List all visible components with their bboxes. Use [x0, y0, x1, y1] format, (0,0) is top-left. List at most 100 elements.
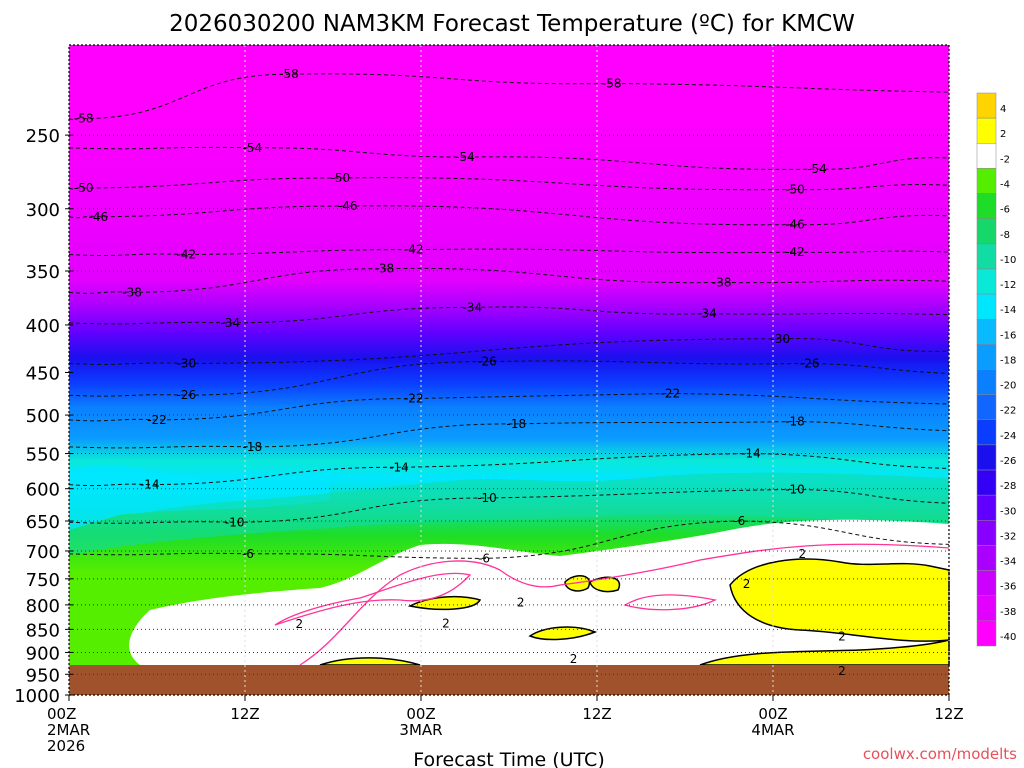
contour-line [68, 177, 950, 191]
y-tick-label: 750 [26, 570, 60, 591]
warm-yellow-region-bottom [319, 657, 421, 666]
colorbar-swatch [976, 595, 997, 622]
contour-line [68, 420, 950, 449]
contour-label: -42 [785, 245, 805, 259]
y-tick-label: 700 [26, 542, 60, 563]
contour-labels: -58-58-58-54-54-54-50-50-50-46-46-46-42-… [74, 67, 846, 678]
contour-label: 2 [799, 547, 807, 561]
contour-line [68, 338, 950, 365]
contour-label: -58 [279, 67, 299, 81]
contour-line [68, 392, 950, 422]
contour-label: -42 [177, 248, 197, 262]
magenta-contour-right [623, 594, 718, 611]
y-tick-label: 1000 [14, 686, 60, 707]
contour-label: 2 [743, 577, 751, 591]
contour-label: -22 [404, 392, 424, 406]
contour-line [68, 73, 950, 121]
plot-frame [68, 44, 950, 696]
colorbar-swatch [976, 469, 997, 496]
x-tick-label: 2026 [47, 737, 85, 755]
colorbar-label: -34 [1000, 557, 1016, 568]
y-tick-label: 400 [26, 316, 60, 337]
colorbar-label: -36 [1000, 582, 1016, 593]
contour-label: -34 [463, 300, 483, 314]
contour-label: -14 [140, 478, 160, 492]
colorbar-label: -26 [1000, 456, 1016, 467]
contour-line [68, 453, 950, 487]
colorbar-swatch [976, 218, 997, 245]
colorbar-label: -10 [1000, 255, 1016, 266]
contour-label: -46 [338, 199, 358, 213]
x-tick-label: 12Z [934, 705, 963, 723]
colorbar-swatch [976, 117, 997, 144]
magenta-contour-loop [274, 572, 472, 626]
x-tick-label: 4MAR [751, 721, 794, 739]
contour-label: -10 [225, 515, 245, 529]
colorbar-swatch [976, 369, 997, 395]
colorbar-label: -14 [1000, 305, 1016, 316]
contour-label: -54 [455, 150, 475, 164]
ground-below-surface [69, 665, 949, 695]
x-tick-label: 12Z [582, 705, 611, 723]
contour-line [68, 248, 950, 256]
y-tick-label: 450 [26, 364, 60, 385]
contour-label: -14 [741, 447, 761, 461]
contour-label: -58 [602, 76, 622, 90]
contour-label: -6 [242, 547, 254, 561]
colorbar-swatch [976, 570, 997, 596]
contour-line [68, 360, 950, 397]
contour-label: -46 [785, 218, 805, 232]
contour-label: 2 [442, 617, 450, 631]
colorbar-label: -30 [1000, 506, 1016, 517]
colorbar-label: -28 [1000, 481, 1016, 492]
contour-label: -6 [478, 551, 490, 565]
y-tick-label: 250 [26, 126, 60, 147]
colorbar-swatch [976, 268, 997, 295]
contour-label: -38 [375, 262, 395, 276]
colorbar-label: -20 [1000, 381, 1016, 392]
y-tick-label: 950 [26, 665, 60, 686]
y-tick-label: 300 [26, 200, 60, 221]
y-tick-label: 550 [26, 445, 60, 466]
contour-label: -50 [331, 171, 351, 185]
contour-label: -42 [404, 243, 424, 257]
contour-label: -10 [785, 482, 805, 496]
colorbar-swatch [976, 419, 997, 446]
colorbar-label: -32 [1000, 531, 1016, 542]
contour-label: -34 [697, 307, 717, 321]
y-tick-label: 850 [26, 620, 60, 641]
colorbar-label: 4 [1000, 104, 1006, 115]
plot-area: -58-58-58-54-54-54-50-50-50-46-46-46-42-… [68, 44, 950, 696]
y-axis-ticks: 2503003504004505005506006507007508008509… [14, 126, 73, 707]
magenta-contour-0c [299, 543, 950, 666]
contour-line [68, 146, 950, 170]
colorbar-swatch [976, 318, 997, 345]
colorbar-label: -6 [1000, 205, 1010, 216]
contour-label: -14 [389, 460, 409, 474]
contour-label: -22 [661, 386, 681, 400]
colorbar-label: -16 [1000, 330, 1016, 341]
contour-label: -6 [733, 514, 745, 528]
colorbar-label: -8 [1000, 230, 1010, 241]
colorbar-label: -40 [1000, 632, 1016, 643]
y-tick-label: 350 [26, 262, 60, 283]
contour-label: -50 [785, 182, 805, 196]
contour-label: -30 [771, 332, 791, 346]
colorbar-label: -18 [1000, 355, 1016, 366]
contour-label: -54 [807, 162, 827, 176]
gridlines [68, 45, 950, 695]
colorbar-swatch [976, 545, 997, 571]
contour-label: 2 [838, 664, 846, 678]
y-tick-label: 900 [26, 643, 60, 664]
colorbar-swatch [976, 293, 997, 320]
contour-line [68, 520, 950, 559]
colorbar-label: -2 [1000, 154, 1010, 165]
x-tick-label: 00Z [758, 705, 787, 723]
contour-label: 2 [838, 629, 846, 643]
contour-label: -38 [712, 275, 732, 289]
y-tick-label: 800 [26, 596, 60, 617]
colorbar-label: -24 [1000, 431, 1016, 442]
contour-label: 2 [517, 595, 525, 609]
